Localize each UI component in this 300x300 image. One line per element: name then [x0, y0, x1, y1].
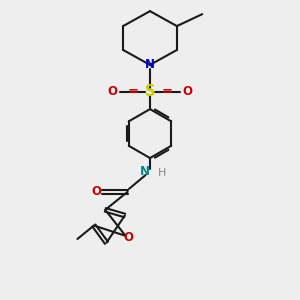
Text: =: = [162, 85, 173, 98]
Text: O: O [91, 185, 101, 198]
Text: O: O [182, 85, 192, 98]
Text: N: N [140, 165, 150, 178]
Text: S: S [145, 84, 155, 99]
Text: H: H [158, 168, 167, 178]
Text: O: O [108, 85, 118, 98]
Text: O: O [123, 231, 133, 244]
Text: =: = [127, 85, 138, 98]
Text: N: N [145, 58, 155, 71]
